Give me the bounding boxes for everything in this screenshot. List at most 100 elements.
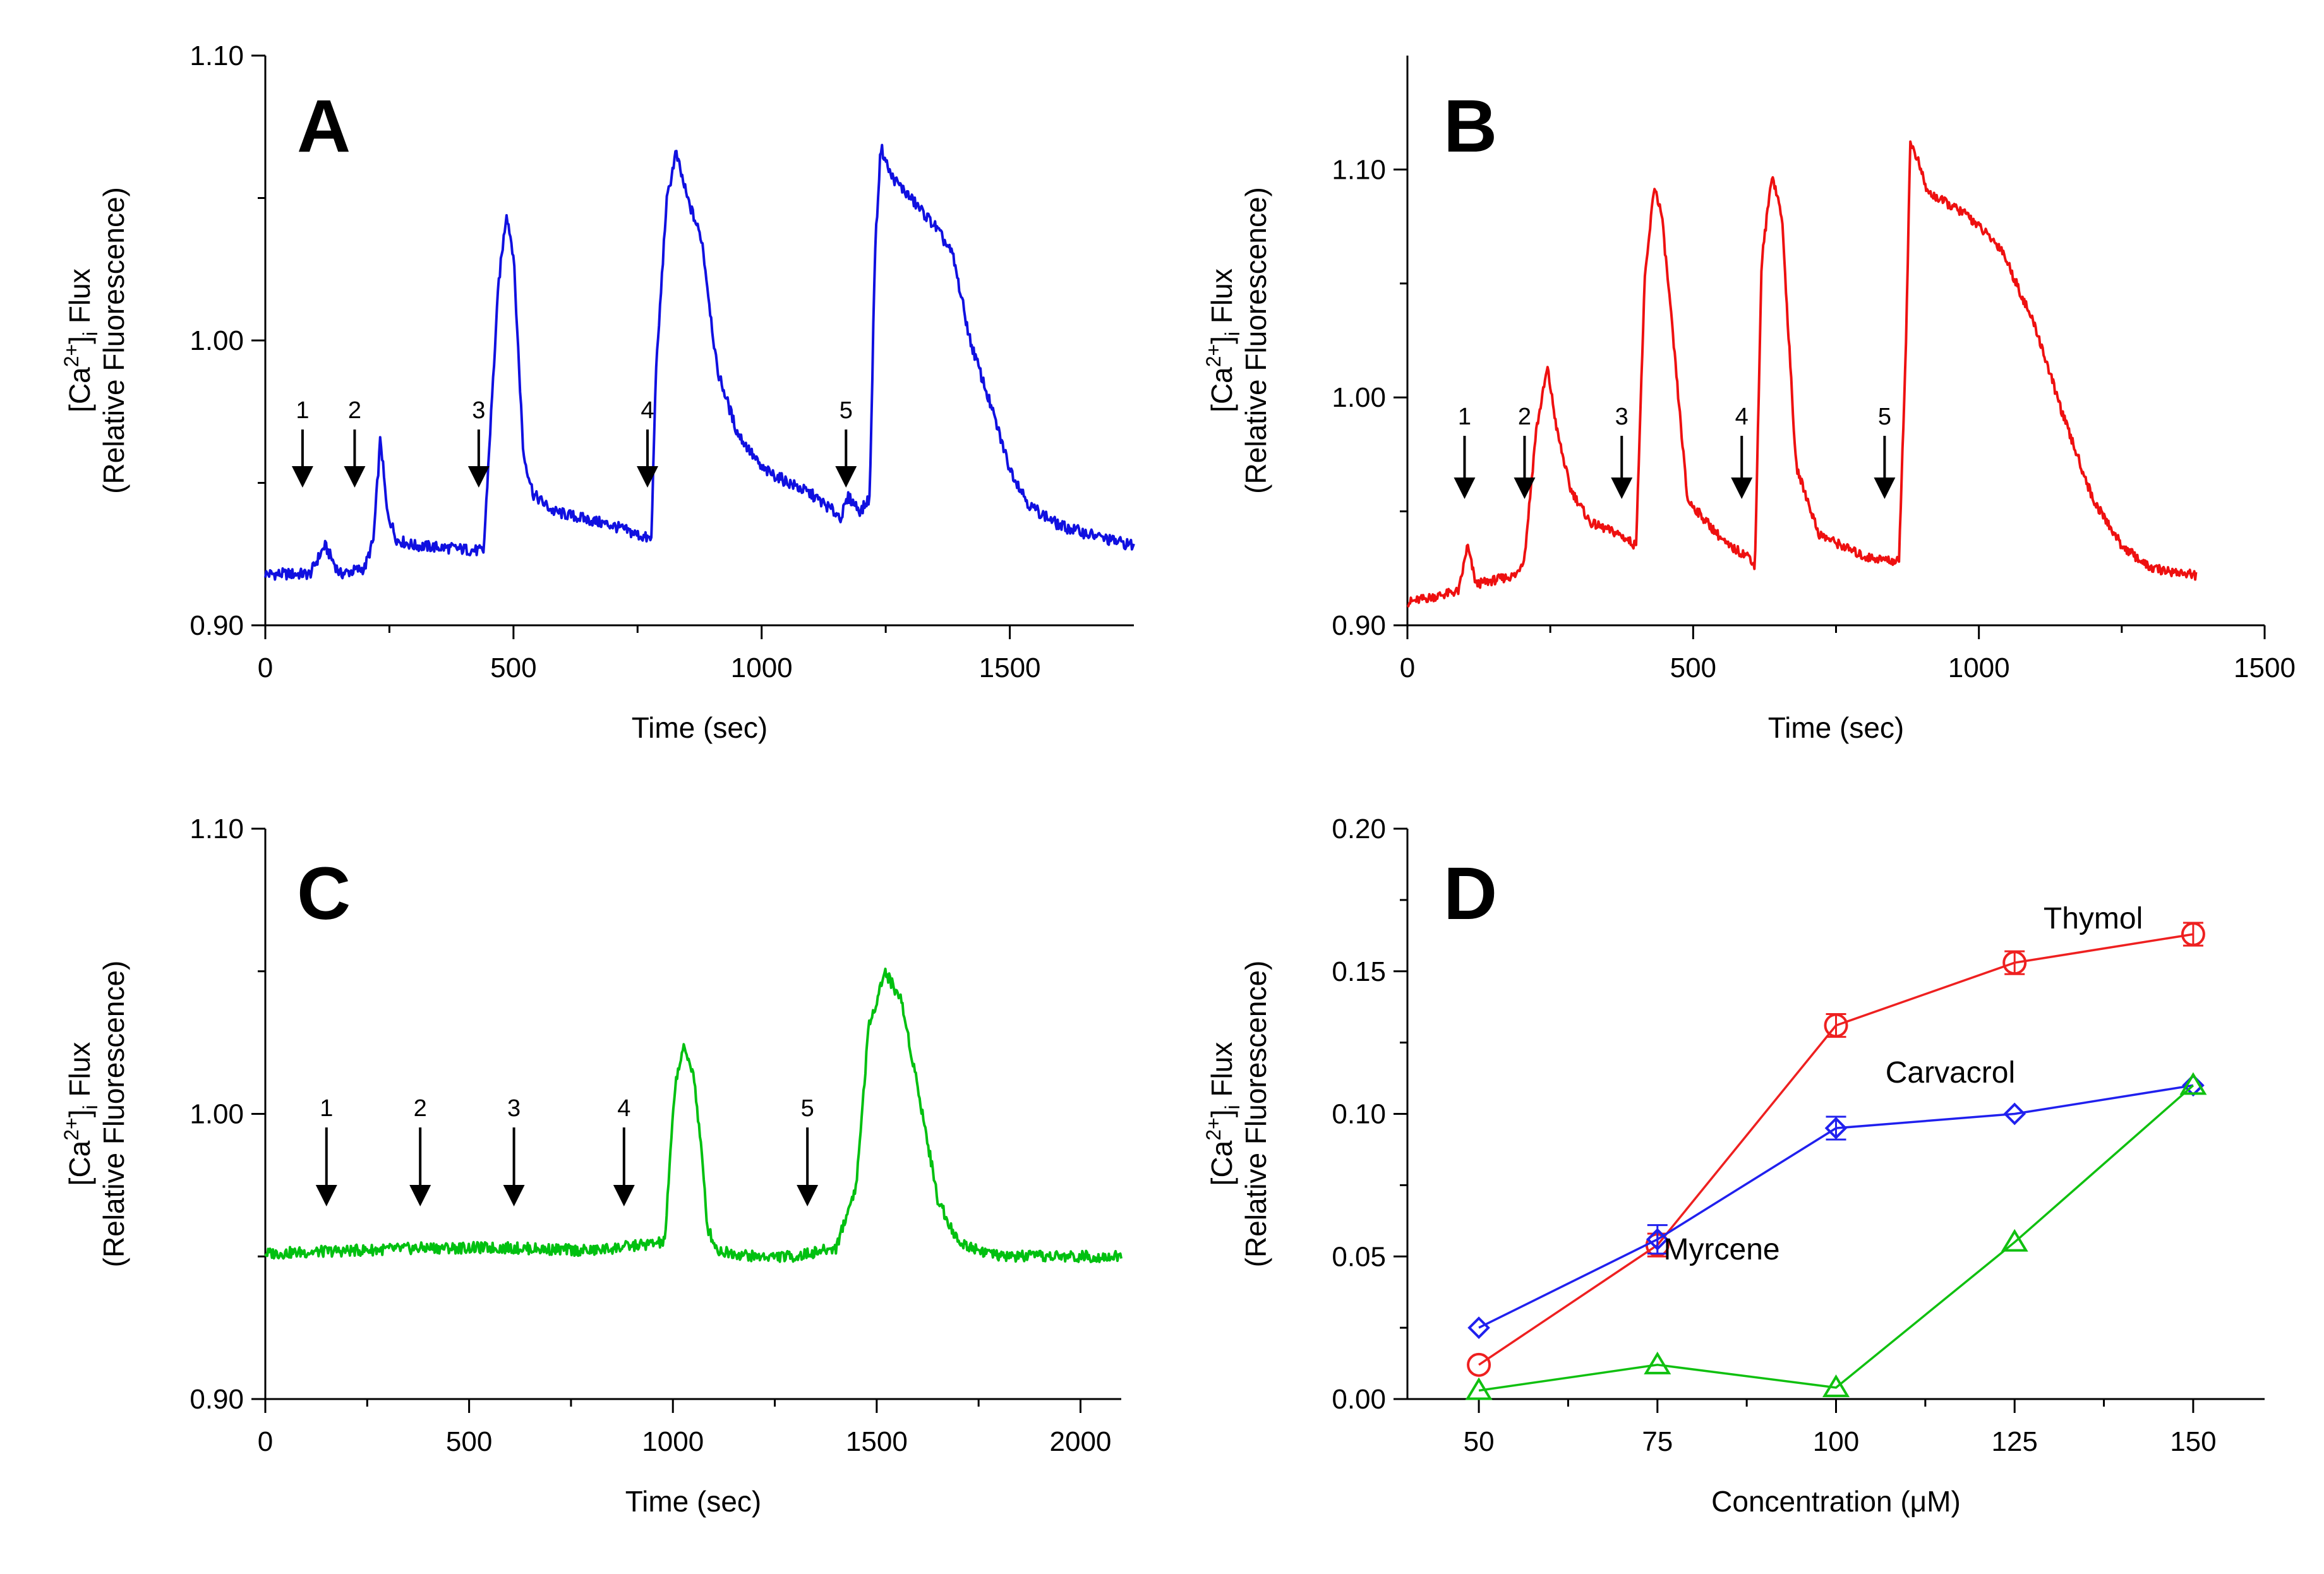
- data-trace-b: [1406, 140, 2198, 608]
- x-axis-title: Time (sec): [625, 1485, 762, 1518]
- panel-letter: B: [1443, 85, 1497, 168]
- series-carvacrol: Carvacrol: [1467, 1056, 2205, 1339]
- x-tick-label: 0: [258, 652, 273, 683]
- x-tick-label: 500: [1670, 652, 1716, 683]
- panel-b-ylabel-line1: [Ca2+]i Flux: [1202, 268, 1244, 412]
- arrow-head: [1731, 478, 1753, 499]
- series-line-myrcene: [1478, 1084, 2195, 1392]
- arrow-head: [637, 466, 658, 488]
- panel-letter: D: [1443, 852, 1497, 935]
- arrow-label: 5: [801, 1095, 814, 1122]
- x-tick-label: 1000: [731, 652, 793, 683]
- y-tick-label: 0.00: [1332, 1384, 1386, 1415]
- x-tick-label: 1500: [846, 1426, 908, 1457]
- arrow-head: [409, 1185, 431, 1206]
- ylabel-subscript: i: [1221, 1105, 1244, 1109]
- ylabel-part: Flux: [1205, 1042, 1238, 1105]
- x-tick-label: 100: [1813, 1426, 1859, 1457]
- arrow-label: 5: [840, 397, 853, 424]
- ylabel-part: [Ca: [63, 367, 96, 412]
- arrow-label: 1: [1458, 404, 1471, 430]
- ylabel-superscript: 2+: [60, 344, 83, 367]
- stimulus-arrow-2: 2: [1514, 404, 1536, 499]
- ylabel-part: Flux: [63, 268, 96, 332]
- series-myrcene: Myrcene: [1465, 1072, 2207, 1400]
- x-tick-label: 125: [1991, 1426, 2037, 1457]
- y-tick-label: 1.10: [190, 814, 244, 844]
- panel-b: 0 500 1000 1500 0.90 1.00 1.10 Time (sec) [Ca2+]…: [1202, 56, 2296, 744]
- stimulus-arrow-3: 3: [467, 397, 490, 488]
- data-marker-triangle: [1644, 1351, 1671, 1374]
- ylabel-part: ]: [63, 336, 96, 344]
- panel-d: 50 75 100 125 150 0.00 0.05 0.10 0.15 0.20 Concent…: [1202, 814, 2265, 1518]
- data-marker-circle: [2181, 922, 2205, 947]
- ylabel-part: [Ca: [1205, 1140, 1238, 1186]
- x-tick-label: 0: [1400, 652, 1415, 683]
- stimulus-arrow-2: 2: [344, 397, 366, 488]
- arrow-head: [835, 466, 857, 488]
- panel-c-ylabel-line2: (Relative Fluorescence): [97, 961, 130, 1268]
- panel-d-ylabel-line2: (Relative Fluorescence): [1239, 961, 1272, 1268]
- arrow-head: [1611, 478, 1633, 499]
- x-tick-label: 75: [1642, 1426, 1673, 1457]
- x-tick-label: 500: [490, 652, 536, 683]
- ylabel-part: ]: [1205, 1109, 1238, 1117]
- arrow-label: 2: [414, 1095, 427, 1122]
- panel-a: 0 500 1000 1500 0.90 1.00 1.10 Time (sec) [Ca2+]…: [60, 40, 1135, 744]
- panel-c-ylabel: [Ca2+]i Flux (Relative Fluorescence): [60, 961, 130, 1268]
- x-axis-title: Time (sec): [1768, 711, 1905, 744]
- arrow-label: 3: [1615, 404, 1629, 430]
- ylabel-part: ]: [63, 1109, 96, 1117]
- x-tick-label: 1000: [1948, 652, 2010, 683]
- y-tick-label: 1.10: [190, 40, 244, 71]
- arrow-head: [613, 1185, 635, 1206]
- x-tick-label: 0: [258, 1426, 273, 1457]
- arrow-head: [1874, 478, 1896, 499]
- ylabel-part: Flux: [1205, 268, 1238, 332]
- ylabel-subscript: i: [79, 332, 102, 336]
- data-marker-diamond: [2003, 1102, 2026, 1126]
- data-trace-c: [264, 967, 1123, 1263]
- data-marker-circle: [2002, 951, 2027, 975]
- arrow-head: [315, 1185, 337, 1206]
- arrow-head: [291, 466, 313, 488]
- stimulus-arrow-1: 1: [315, 1095, 337, 1206]
- series-label-carvacrol: Carvacrol: [1886, 1056, 2015, 1090]
- y-tick-label: 1.00: [190, 325, 244, 356]
- x-tick-label: 1500: [979, 652, 1041, 683]
- y-tick-label: 0.10: [1332, 1099, 1386, 1130]
- panel-b-ylabel: [Ca2+]i Flux (Relative Fluorescence): [1202, 187, 1272, 494]
- series-thymol: Thymol: [1467, 902, 2205, 1377]
- y-tick-label: 0.20: [1332, 814, 1386, 844]
- stimulus-arrow-2: 2: [409, 1095, 431, 1206]
- arrow-label: 4: [641, 397, 654, 424]
- series-label-thymol: Thymol: [2044, 902, 2143, 935]
- data-marker-circle: [1467, 1352, 1491, 1377]
- arrow-label: 1: [320, 1095, 333, 1122]
- x-tick-label: 50: [1464, 1426, 1495, 1457]
- stimulus-arrow-4: 4: [637, 397, 658, 488]
- stimulus-arrow-3: 3: [1611, 404, 1633, 499]
- ylabel-subscript: i: [79, 1105, 102, 1109]
- panel-b-ylabel-line2: (Relative Fluorescence): [1239, 187, 1272, 494]
- stimulus-arrow-4: 4: [1731, 404, 1753, 499]
- ylabel-superscript: 2+: [1202, 344, 1225, 367]
- arrow-head: [503, 1185, 525, 1206]
- panel-c: 0 500 1000 1500 2000 0.90 1.00 1.10 Time (sec) [C…: [60, 814, 1123, 1518]
- y-tick-label: 1.00: [1332, 382, 1386, 413]
- stimulus-arrow-5: 5: [835, 397, 857, 488]
- ylabel-superscript: 2+: [1202, 1117, 1225, 1140]
- ylabel-part: Flux: [63, 1042, 96, 1105]
- arrow-head: [344, 466, 366, 488]
- ylabel-part: [Ca: [1205, 367, 1238, 412]
- data-marker-circle: [1824, 1013, 1848, 1038]
- arrow-label: 2: [1518, 404, 1531, 430]
- arrow-head: [797, 1185, 819, 1206]
- stimulus-arrow-5: 5: [1874, 404, 1896, 499]
- series-label-myrcene: Myrcene: [1664, 1233, 1780, 1266]
- panel-a-ylabel-line1: [Ca2+]i Flux: [60, 268, 102, 412]
- arrow-label: 4: [1735, 404, 1749, 430]
- x-tick-label: 1000: [642, 1426, 704, 1457]
- x-axis-title: Time (sec): [632, 711, 768, 744]
